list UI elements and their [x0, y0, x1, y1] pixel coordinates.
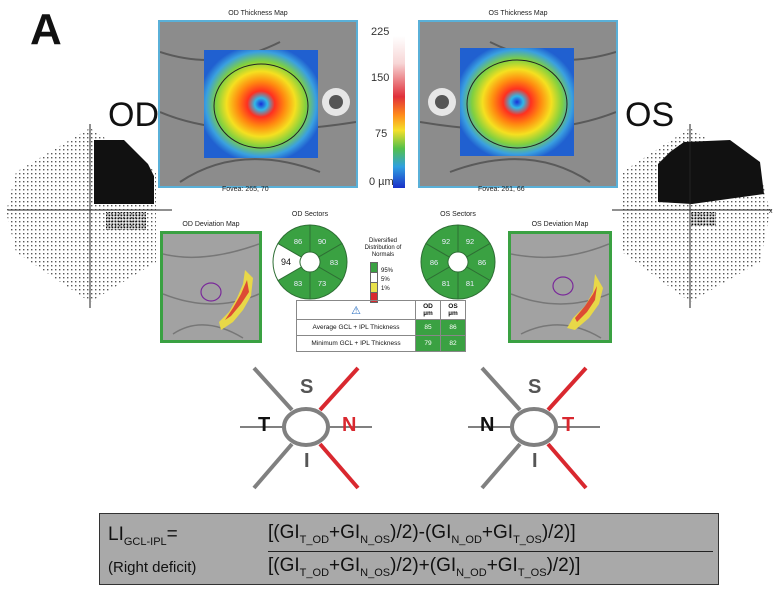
od-sector-value-2: 73	[318, 279, 326, 288]
od-eye-label: OD	[108, 96, 159, 134]
thickness-table: ⚠ OD µm OS µm Average GCL + IPL Thicknes…	[296, 300, 466, 352]
li-subscript: GCL-IPL	[123, 535, 167, 548]
col-header-os: OS µm	[440, 300, 466, 320]
od-sector-5	[277, 224, 311, 258]
os-thickness-title: OS Thickness Map	[488, 10, 548, 17]
laterality-index-formula: LIGCL-IPL= (Right deficit) [(GIT_OD+GIN_…	[99, 513, 719, 585]
od-deviation-map	[160, 231, 262, 343]
od-label-i: I	[304, 450, 310, 472]
scale-tick-150: 150	[371, 72, 390, 84]
os-label-i: I	[532, 450, 538, 472]
os-deviation-title: OS Deviation Map	[531, 221, 589, 228]
legend-swatches	[370, 262, 378, 303]
svg-text:x: x	[769, 208, 773, 215]
os-average-value: 86	[440, 319, 466, 336]
od-thickness-title: OD Thickness Map	[228, 10, 288, 17]
row-label-minimum: Minimum GCL + IPL Thickness	[296, 335, 416, 352]
od-sector-value-3: 83	[294, 279, 302, 288]
od-disc	[282, 407, 330, 447]
od-line-s-left	[252, 366, 294, 412]
od-sector-value-5: 86	[294, 237, 302, 246]
os-sector-value-1: 86	[478, 258, 486, 267]
legend-swatch-white	[370, 273, 378, 283]
os-sectors-title: OS Sectors	[440, 211, 476, 218]
od-minimum-value: 79	[415, 335, 441, 352]
warning-icon: ⚠	[351, 304, 361, 317]
os-line-t-top	[546, 366, 588, 412]
od-sectors-title: OD Sectors	[291, 211, 329, 218]
od-line-i-left	[252, 442, 294, 490]
legend-swatch-yellow	[370, 283, 378, 293]
scale-tick-75: 75	[375, 128, 388, 140]
os-visual-field: x	[610, 112, 775, 312]
os-sector-5	[425, 224, 459, 258]
li-label: LIGCL-IPL=	[108, 524, 178, 548]
col-header-od: OD µm	[415, 300, 441, 320]
os-label-t: T	[562, 414, 575, 436]
os-label-n: N	[480, 414, 495, 436]
od-visual-field	[6, 112, 174, 312]
od-line-n-top	[318, 366, 360, 412]
right-deficit-note: (Right deficit)	[108, 559, 197, 576]
os-line-s-left	[480, 366, 522, 412]
li-main: LI	[108, 524, 124, 545]
od-thickness-map	[158, 20, 358, 188]
legend-label-5: 5%	[381, 277, 390, 283]
os-deviation-map	[508, 231, 612, 343]
od-schematic	[236, 358, 376, 498]
od-sector-value-0: 90	[318, 237, 326, 246]
os-sector-value-0: 92	[466, 237, 474, 246]
li-equals: =	[166, 524, 178, 545]
formula-denominator: [(GIT_OD+GIN_OS)/2)+(GIN_OD+GIT_OS)/2)]	[268, 555, 581, 579]
formula-numerator: [(GIT_OD+GIN_OS)/2)-(GIN_OD+GIT_OS)/2)]	[268, 522, 576, 546]
fraction-bar	[268, 551, 713, 552]
legend-label-95: 95%	[381, 268, 394, 274]
row-label-average: Average GCL + IPL Thickness	[296, 319, 416, 336]
os-disc	[510, 407, 558, 447]
od-deviation-title: OD Deviation Map	[182, 221, 240, 228]
os-line-t-bottom	[546, 442, 588, 490]
os-eye-label: OS	[625, 96, 675, 134]
od-label-n: N	[342, 414, 357, 436]
legend-label-1: 1%	[381, 286, 390, 292]
os-fovea-caption: Fovea: 261, 66	[478, 186, 525, 193]
legend-swatch-green	[370, 262, 378, 273]
panel-label: A	[30, 5, 62, 54]
os-line-i-left	[480, 442, 522, 490]
thickness-color-scale	[393, 36, 405, 188]
od-line-n-bottom	[318, 442, 360, 490]
scale-tick-0: 0 µm	[369, 176, 394, 188]
os-schematic	[464, 358, 604, 498]
os-label-s: S	[528, 376, 542, 398]
legend-title: Distribution of Normals	[364, 245, 402, 258]
od-fovea-caption: Fovea: 265, 70	[222, 186, 269, 193]
od-label-s: S	[300, 376, 314, 398]
os-minimum-value: 82	[440, 335, 466, 352]
legend-title-prefix: Diversified	[368, 238, 397, 244]
os-sector-value-5: 92	[442, 237, 450, 246]
os-sector-value-3: 81	[442, 279, 450, 288]
os-sector-value-2: 81	[466, 279, 474, 288]
od-sector-value-1: 83	[330, 258, 338, 267]
od-sector-value-4: 94	[281, 257, 291, 267]
os-sectors-chart: 92 86 81 81 86 92	[418, 222, 498, 302]
od-label-t: T	[258, 414, 271, 436]
warning-cell: ⚠	[296, 300, 416, 320]
od-average-value: 85	[415, 319, 441, 336]
od-sectors-chart: 90 83 73 83 94 86	[270, 222, 350, 302]
os-sector-value-4: 86	[430, 258, 438, 267]
os-thickness-map	[418, 20, 618, 188]
scale-tick-225: 225	[371, 26, 390, 38]
